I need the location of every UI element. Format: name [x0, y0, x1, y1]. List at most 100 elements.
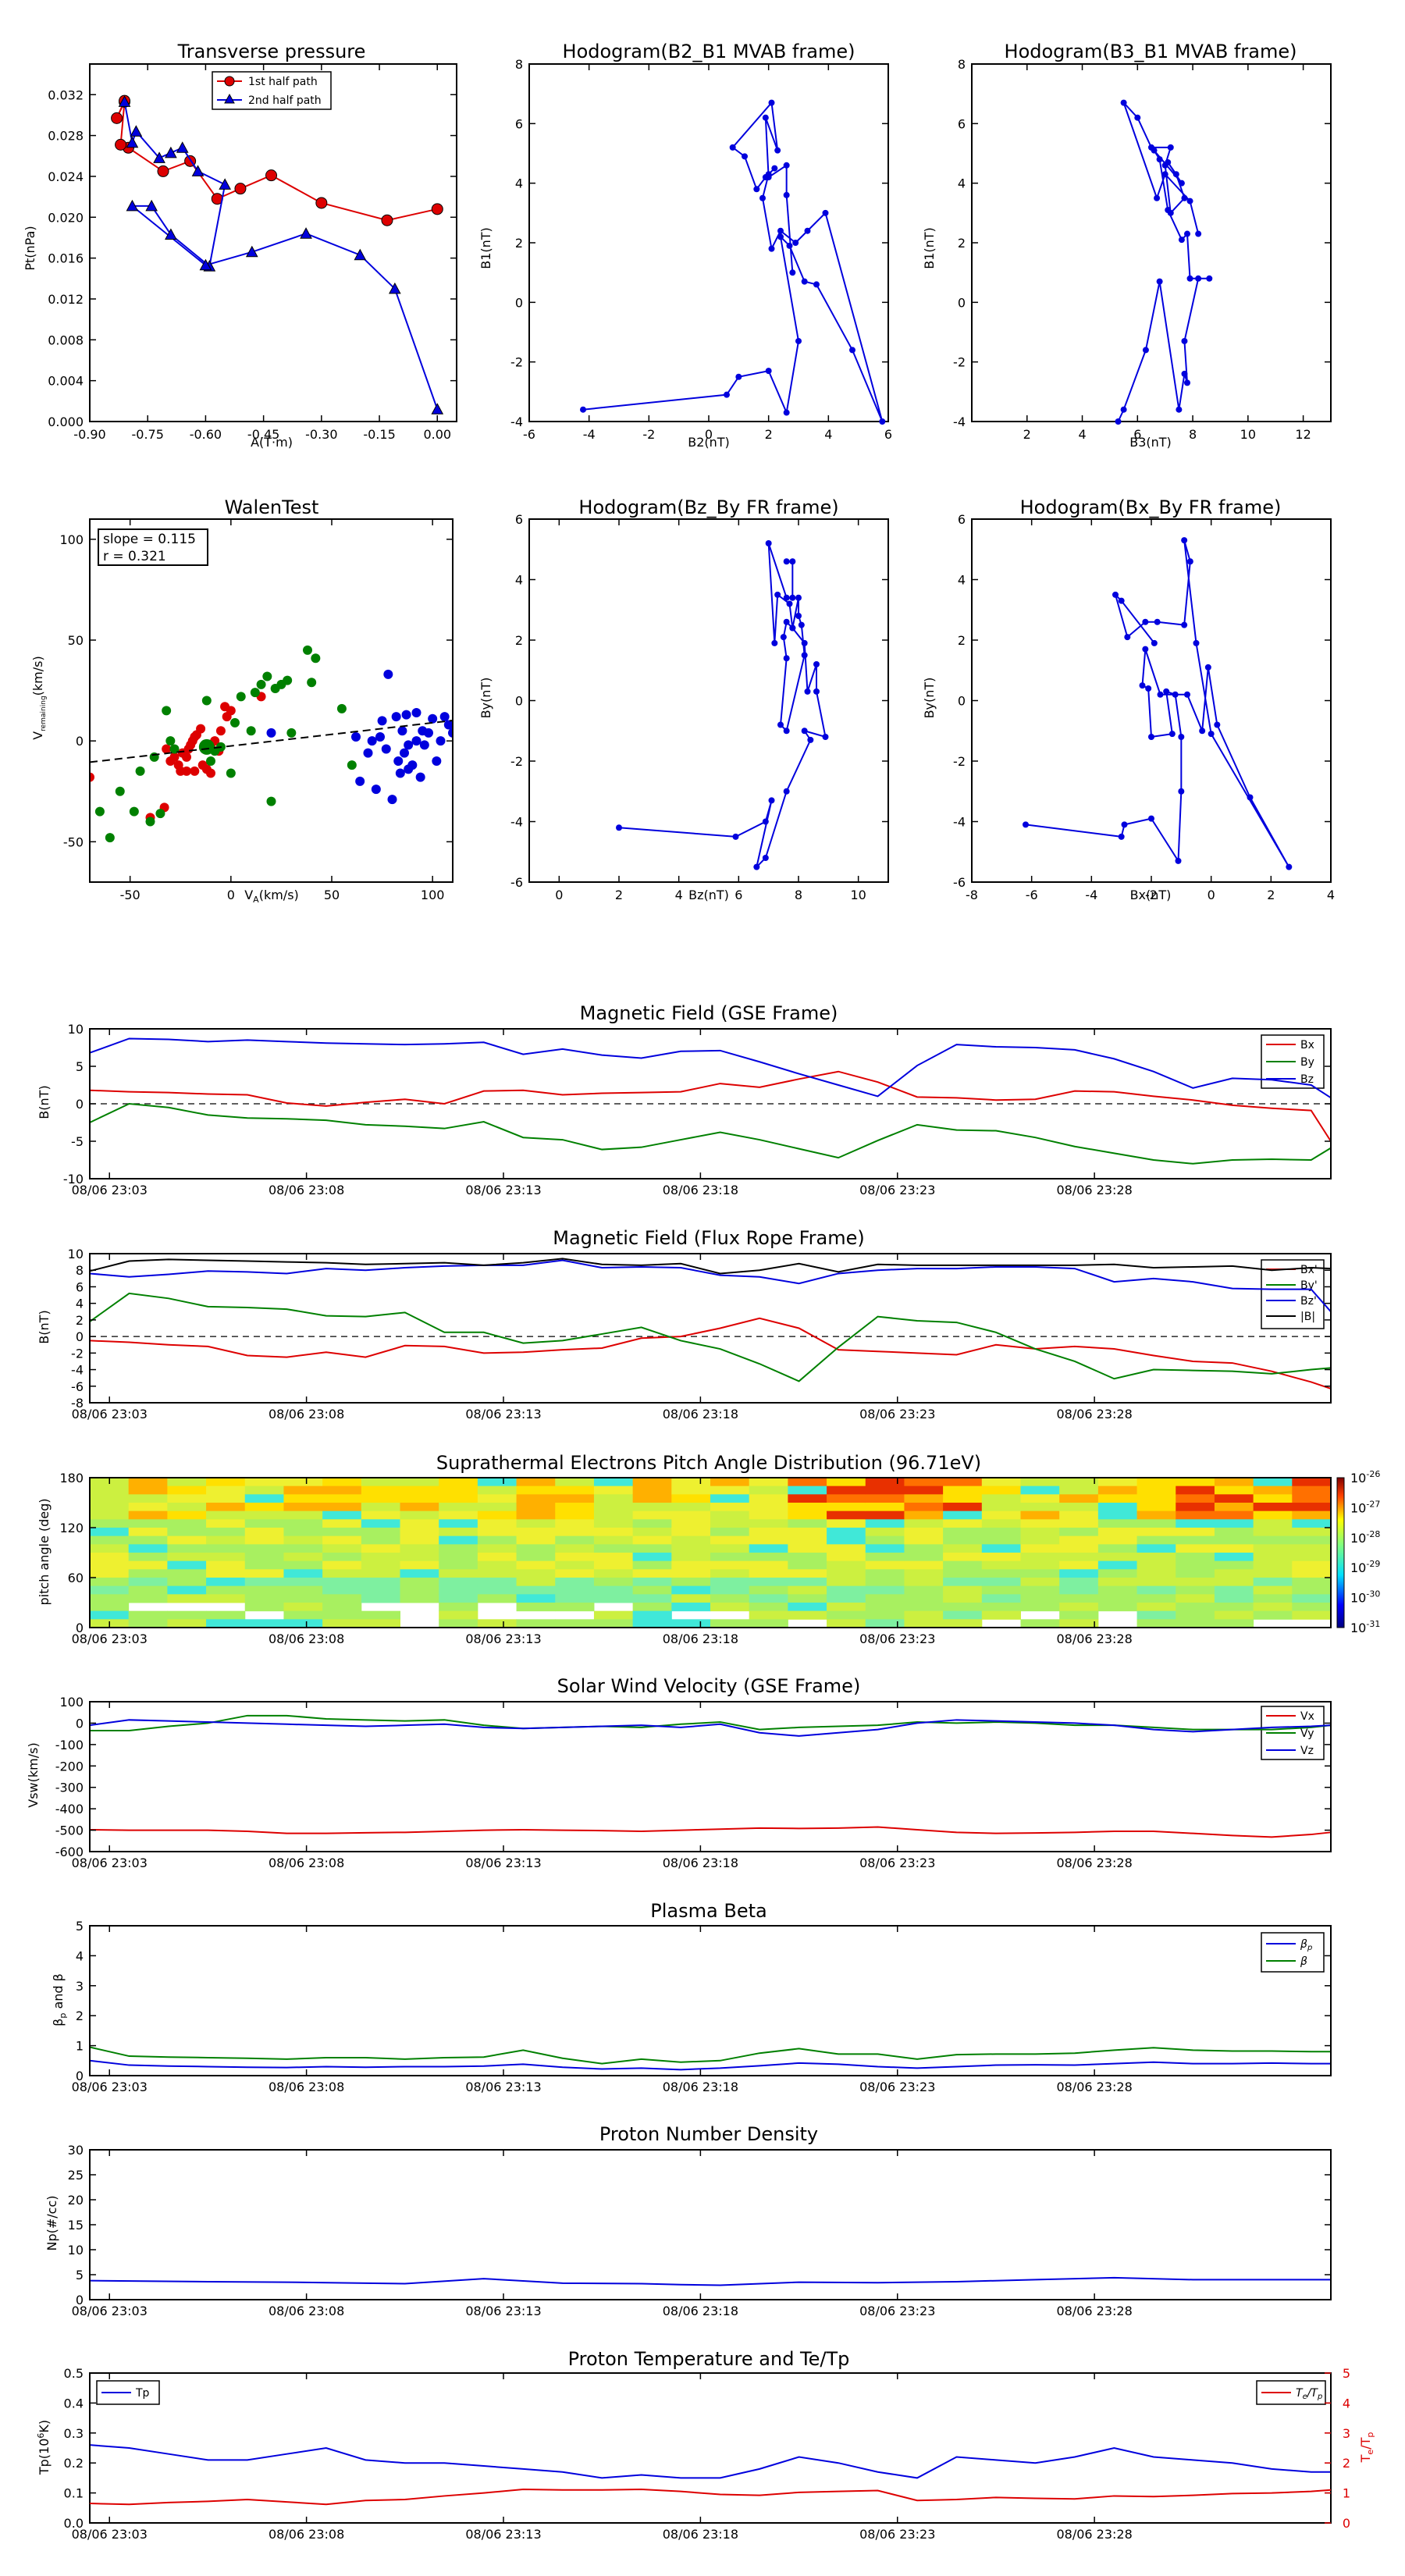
pad-cell	[244, 1603, 284, 1612]
hodo_bxby-ytick-label: 2	[958, 633, 966, 648]
hodo_bzby-point	[789, 624, 796, 632]
bzby-ylabel: By(nT)	[478, 678, 493, 719]
pad-cell	[400, 1578, 439, 1587]
pad-cell	[710, 1494, 750, 1503]
pad-cell	[593, 1503, 634, 1512]
walen-point	[395, 768, 405, 778]
walen-ytick-label: 0	[76, 734, 84, 749]
pad-cell	[1020, 1519, 1060, 1528]
hodo_bzby-ytick-label: 6	[515, 512, 523, 527]
pad-cell	[1253, 1585, 1293, 1595]
pad-cell	[1020, 1478, 1060, 1487]
pad-cell	[283, 1578, 323, 1587]
pad-cell	[361, 1503, 400, 1512]
pad-cell	[710, 1544, 750, 1553]
pad-cell	[516, 1503, 556, 1512]
walen-point	[94, 806, 105, 817]
pad-cell	[1097, 1503, 1138, 1512]
hodo_b2b1-point	[765, 368, 772, 375]
walen-point	[381, 744, 391, 754]
pad-cell	[632, 1603, 672, 1612]
pad-cell	[671, 1569, 711, 1578]
colorbar-label: 10-30	[1350, 1589, 1380, 1606]
tp-ytick2-label: 5	[1343, 2366, 1350, 2381]
walen-xtick-label: 100	[421, 888, 445, 902]
walen-point	[169, 744, 180, 754]
pad-cell	[749, 1519, 788, 1528]
tp-ytick2-label: 1	[1343, 2486, 1350, 2501]
pad-time-label: 08/06 23:08	[269, 1631, 344, 1646]
pad-cell	[400, 1485, 439, 1495]
beta-ytick-label: 3	[76, 1979, 84, 1994]
transverse_pressure-xtick-label: -0.30	[305, 427, 337, 442]
pad-cell	[283, 1585, 323, 1595]
pad-cell	[749, 1510, 788, 1520]
walen-annotation: slope = 0.115 r = 0.321	[98, 528, 208, 566]
pad-cell	[1292, 1610, 1332, 1620]
pad-cell	[981, 1585, 1021, 1595]
legend-bz-prime: Bz'	[1300, 1295, 1317, 1308]
pad-cell	[827, 1544, 866, 1553]
hodo_bzby-ytick-label: -4	[510, 815, 523, 830]
pad-cell	[632, 1594, 672, 1603]
hodo_bxby-point	[1181, 621, 1188, 628]
np-time-label: 08/06 23:28	[1056, 2304, 1132, 2318]
walen-point	[196, 724, 206, 734]
pad-cell	[555, 1603, 595, 1612]
hodo_b2b1-point	[762, 114, 769, 121]
pad-cell	[593, 1528, 634, 1537]
pad-cell	[90, 1535, 130, 1545]
pad-cell	[1020, 1535, 1060, 1545]
legend-red-circle-marker	[224, 76, 235, 87]
pad-cell	[1097, 1553, 1138, 1562]
pad-cell	[1176, 1528, 1215, 1537]
pressure-circle-marker	[234, 183, 247, 195]
pressure-triangle-marker	[130, 125, 143, 137]
hodo_b3b1-ytick-label: 4	[958, 176, 966, 191]
pad-cell	[1214, 1494, 1254, 1503]
hodo_bxby-point	[1199, 728, 1206, 735]
hodo_b2b1-xtick-label: -4	[583, 427, 596, 442]
pad-cell	[516, 1485, 556, 1495]
tp-frame	[89, 2372, 1332, 2524]
pad-cell	[555, 1510, 595, 1520]
pad-cell	[904, 1528, 944, 1537]
pad-cell	[477, 1478, 518, 1487]
walen-point	[155, 809, 165, 819]
legend-vy: Vy	[1300, 1727, 1314, 1740]
b3b1-xlabel: B3(nT)	[1129, 435, 1172, 450]
pad-cell	[827, 1478, 866, 1487]
pad-cell	[865, 1519, 905, 1528]
pad-cell	[632, 1610, 672, 1620]
legend-bx-prime: Bx'	[1300, 1264, 1318, 1276]
pad-time-label: 08/06 23:13	[465, 1631, 541, 1646]
hodo_bxby-point	[1151, 639, 1158, 646]
pad-cell	[167, 1519, 207, 1528]
tp-title: Proton Temperature and Te/Tp	[568, 2348, 850, 2370]
hodo_b3b1-xtick-label: 8	[1189, 427, 1197, 442]
pad-cell	[439, 1503, 478, 1512]
pad-cell	[1253, 1503, 1293, 1512]
pad-cell	[1136, 1503, 1176, 1512]
pad-cell	[827, 1560, 866, 1570]
hodo_b2b1-point	[879, 418, 886, 425]
hodo_b3b1-xtick-label: 10	[1240, 427, 1256, 442]
te-tp-legend: Te/Tp	[1256, 2380, 1326, 2405]
pad-cell	[632, 1560, 672, 1570]
pad-cell	[206, 1478, 246, 1487]
pad-cell	[1059, 1510, 1099, 1520]
walen-point	[393, 756, 404, 766]
mag_gse-series-Bx	[89, 1070, 1332, 1142]
pad-cell	[788, 1535, 827, 1545]
hodo_b2b1-point	[801, 278, 808, 285]
pad-cell	[710, 1519, 750, 1528]
pad-cell	[283, 1610, 323, 1620]
hodo_b2b1-point	[777, 227, 784, 234]
pad-cell	[1059, 1494, 1099, 1503]
pad-cell	[981, 1519, 1021, 1528]
pad-cell	[1136, 1535, 1176, 1545]
walen-point	[283, 675, 293, 685]
mag_fr-ytick-label: 8	[76, 1263, 84, 1278]
legend-vx: Vx	[1300, 1710, 1314, 1723]
hodo_bxby-point	[1112, 591, 1119, 598]
